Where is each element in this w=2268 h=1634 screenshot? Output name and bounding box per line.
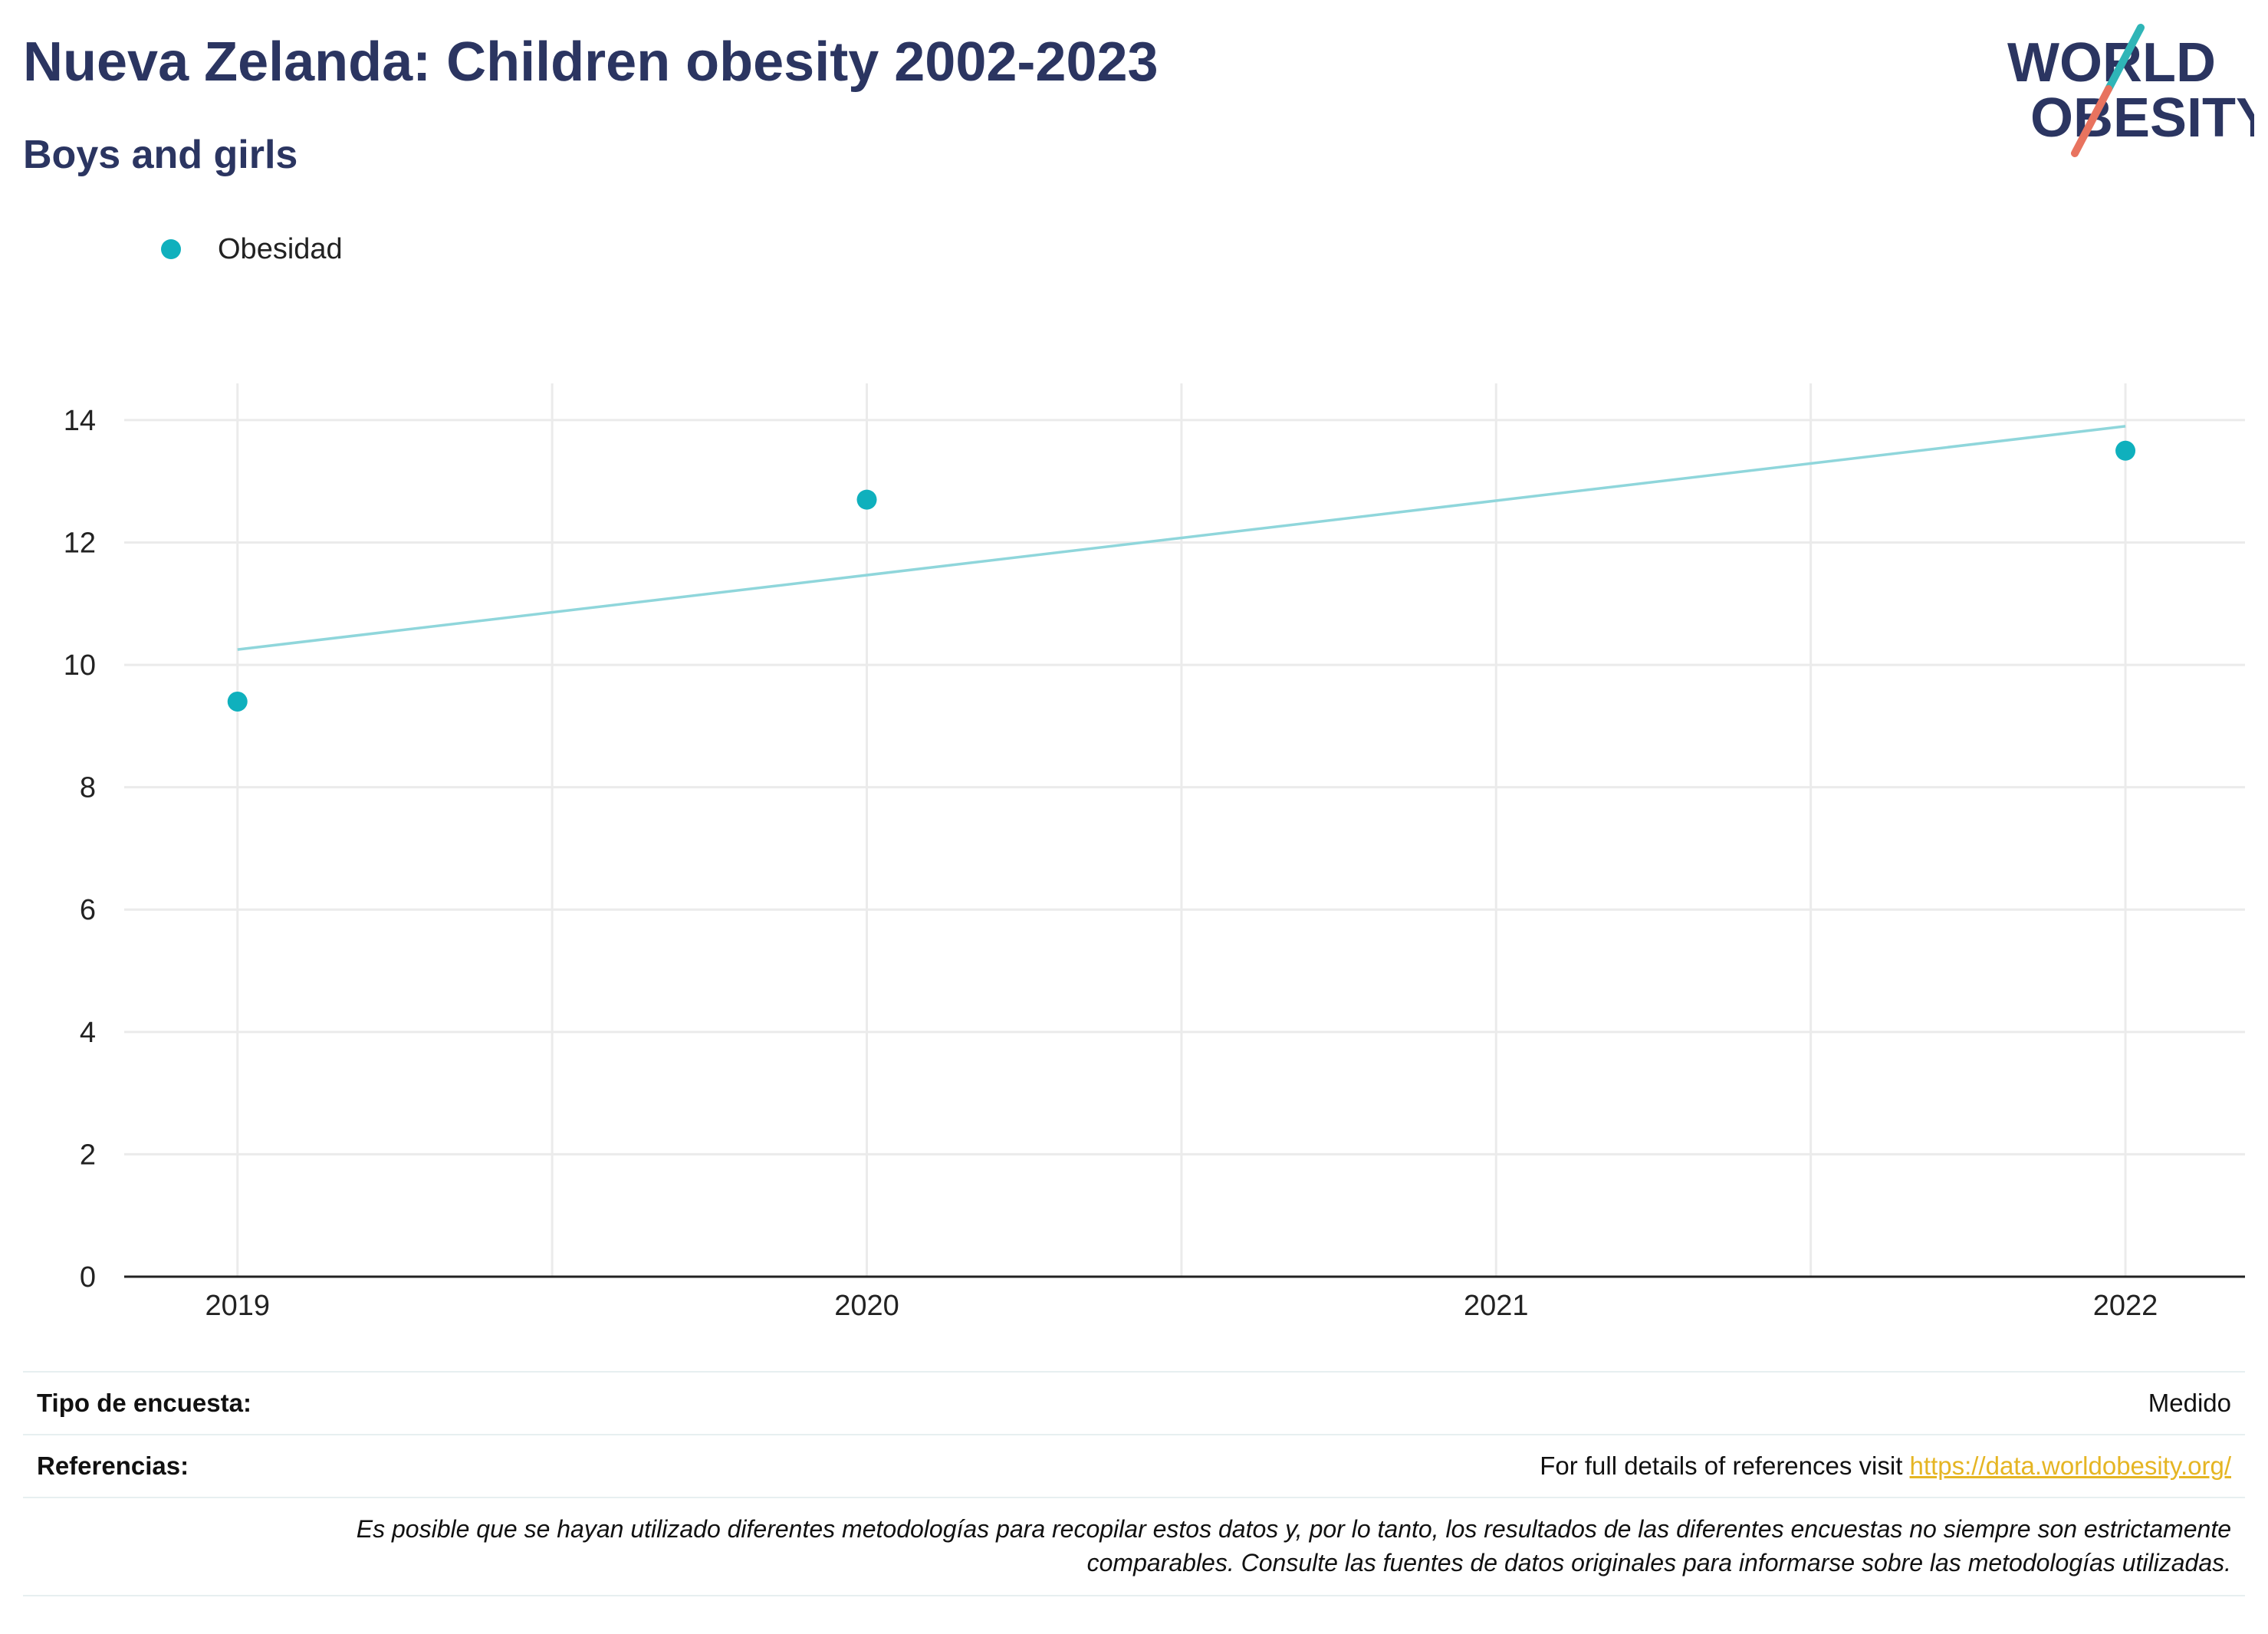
references-value: For full details of references visit htt… [1540, 1452, 2231, 1481]
x-tick-label-2020: 2020 [834, 1290, 899, 1322]
data-point-2020 [856, 489, 877, 510]
trendline-layer [237, 425, 2126, 651]
x-tick-label-2019: 2019 [205, 1290, 270, 1322]
axes: 0 2 4 6 8 10 12 14 2019 2020 2021 2022 [64, 405, 2245, 1322]
note-line-2: comparables. Consulte las fuentes de dat… [1086, 1549, 2231, 1576]
survey-type-row: Tipo de encuesta: Medido [23, 1371, 2245, 1434]
x-tick-label-2021: 2021 [1464, 1290, 1529, 1322]
legend-label-obesidad: Obesidad [218, 232, 343, 265]
y-tick-label-6: 6 [80, 894, 96, 926]
info-table: Tipo de encuesta: Medido Referencias: Fo… [23, 1371, 2245, 1596]
world-obesity-logo: WORLD OBESITY [2007, 24, 2254, 157]
data-point-2022 [2115, 440, 2136, 461]
trendline [237, 425, 2126, 651]
legend-marker-obesidad [161, 239, 181, 259]
data-point-2019 [227, 691, 248, 712]
logo-text-obesity: OBESITY [2030, 87, 2254, 149]
data-points [227, 440, 2136, 712]
y-tick-label-10: 10 [64, 649, 96, 682]
logo-stripe-bottom [2071, 85, 2112, 157]
chart-title: Nueva Zelanda: Children obesity 2002-202… [23, 31, 1159, 93]
survey-type-label: Tipo de encuesta: [37, 1389, 251, 1417]
y-tick-label-2: 2 [80, 1139, 96, 1171]
x-tick-label-2022: 2022 [2093, 1290, 2158, 1322]
chart-subtitle: Boys and girls [23, 133, 298, 177]
references-row: Referencias: For full details of referen… [23, 1434, 2245, 1497]
y-tick-label-0: 0 [80, 1261, 96, 1294]
chart-legend[interactable]: Obesidad [161, 230, 343, 268]
y-tick-label-12: 12 [64, 527, 96, 559]
y-tick-label-4: 4 [80, 1017, 96, 1049]
scatter-chart: 0 2 4 6 8 10 12 14 2019 2020 2021 2022 [64, 383, 2245, 1322]
y-tick-label-8: 8 [80, 772, 96, 804]
references-link[interactable]: https://data.worldobesity.org/ [1909, 1452, 2231, 1480]
grid-lines [124, 383, 2245, 1277]
y-tick-label-14: 14 [64, 405, 96, 437]
logo-stripe-top [2105, 24, 2145, 93]
references-label: Referencias: [37, 1452, 189, 1480]
methodology-note: Es posible que se hayan utilizado difere… [23, 1497, 2245, 1596]
note-line-1: Es posible que se hayan utilizado difere… [356, 1515, 2231, 1543]
survey-type-value: Medido [2148, 1389, 2231, 1417]
references-text: For full details of references visit [1540, 1452, 1910, 1480]
